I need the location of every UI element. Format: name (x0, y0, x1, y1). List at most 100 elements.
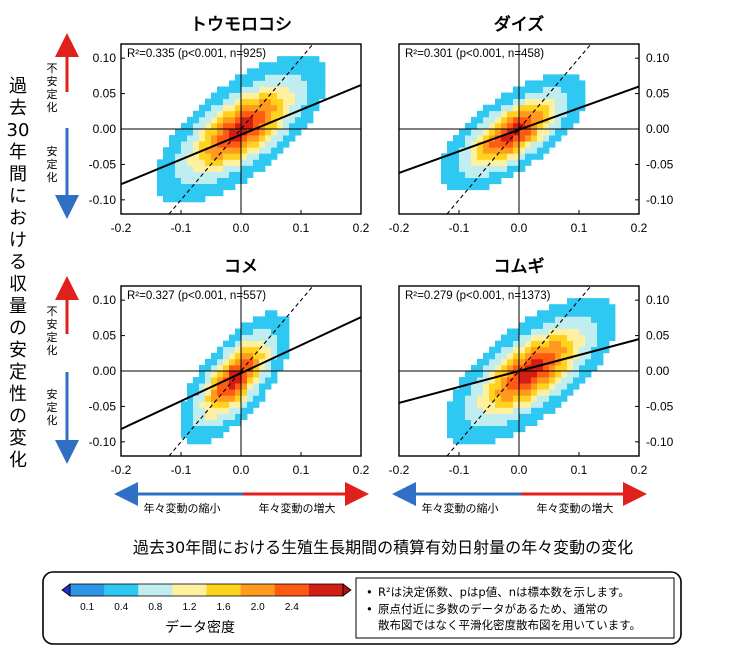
density-cell (567, 352, 574, 360)
density-cell (489, 147, 496, 154)
density-cell (573, 80, 580, 87)
density-cell (465, 171, 472, 178)
density-cell (271, 135, 278, 142)
density-cell (447, 165, 454, 172)
density-cell (265, 371, 272, 378)
density-cell (259, 352, 266, 360)
density-cell (537, 328, 544, 335)
density-cell (525, 383, 532, 390)
density-cell (229, 110, 236, 118)
density-cell (277, 62, 284, 69)
density-cell (181, 419, 188, 427)
note-bullet-1: • (366, 585, 373, 599)
density-cell (271, 340, 278, 348)
density-cell (241, 407, 248, 414)
density-cell (513, 395, 520, 402)
density-cell (313, 62, 320, 69)
density-cell (247, 340, 254, 348)
density-cell (223, 413, 230, 420)
density-cell (555, 122, 562, 130)
density-cell (579, 316, 586, 323)
density-cell (229, 389, 236, 396)
density-cell (217, 98, 224, 106)
density-cell (477, 437, 484, 445)
one-to-one-line (168, 286, 314, 456)
density-cell (507, 92, 514, 100)
density-cell (489, 419, 496, 427)
density-cell (199, 183, 206, 191)
density-cell (283, 86, 290, 93)
density-cell (283, 322, 290, 329)
density-cell (295, 116, 302, 124)
density-cell (465, 122, 472, 130)
density-cell (211, 177, 218, 185)
density-cell (313, 68, 320, 75)
density-cell (483, 364, 490, 372)
density-cell (483, 401, 490, 408)
density-cell (241, 364, 248, 372)
color-bar-segment (138, 584, 173, 596)
density-cell (253, 80, 260, 87)
density-cell (543, 389, 550, 396)
density-cell (241, 401, 248, 408)
density-cell (465, 377, 472, 384)
density-cell (495, 371, 502, 378)
density-cell (447, 407, 454, 414)
density-cell (525, 80, 532, 87)
density-cell (163, 171, 170, 178)
density-cell (295, 129, 302, 136)
density-cell (199, 116, 206, 124)
density-cell (495, 383, 502, 390)
density-cell (561, 322, 568, 329)
density-cell (247, 171, 254, 178)
density-cell (181, 165, 188, 172)
density-cell (591, 304, 598, 311)
density-cell (549, 110, 556, 118)
density-cell (501, 401, 508, 408)
density-cell (519, 334, 526, 342)
density-cell (319, 62, 326, 69)
density-cell (241, 334, 248, 342)
density-cells (157, 56, 326, 203)
density-cell (489, 153, 496, 160)
density-cell (253, 110, 260, 118)
density-cell (277, 334, 284, 342)
svg-text:30: 30 (7, 120, 30, 141)
density-cell (169, 183, 176, 191)
density-cell (181, 153, 188, 160)
density-cell (241, 171, 248, 178)
density-cell (579, 346, 586, 354)
density-cell (465, 425, 472, 433)
density-cell (513, 401, 520, 408)
density-cell (283, 340, 290, 348)
density-cell (477, 153, 484, 160)
density-cell (235, 159, 242, 166)
density-cell (513, 328, 520, 335)
density-cell (265, 328, 272, 335)
density-cell (289, 62, 296, 69)
density-cell (585, 304, 592, 311)
color-bar-tick-label: 1.2 (182, 602, 196, 613)
density-cell (591, 298, 598, 305)
density-cell (489, 171, 496, 178)
density-cell (519, 159, 526, 166)
density-cell (187, 147, 194, 154)
density-cell (603, 310, 610, 317)
density-cell (235, 147, 242, 154)
density-cell (471, 141, 478, 148)
density-cell (235, 86, 242, 93)
density-cell (459, 159, 466, 166)
density-cell (235, 153, 242, 160)
density-cell (549, 135, 556, 142)
density-cell (217, 364, 224, 372)
density-cell (537, 358, 544, 366)
density-cell (453, 147, 460, 154)
increase-label-right: 年々変動の増大 (537, 501, 614, 515)
density-cell (471, 371, 478, 378)
density-cell (319, 92, 326, 100)
density-cell (459, 177, 466, 185)
density-cell (525, 116, 532, 124)
density-cell (229, 165, 236, 172)
density-cell (507, 334, 514, 342)
density-cell (211, 371, 218, 378)
